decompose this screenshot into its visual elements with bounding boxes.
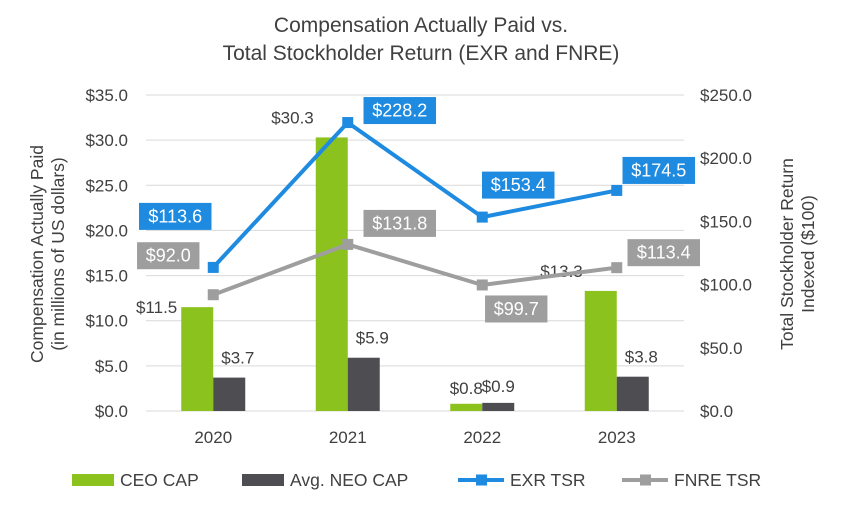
line-label-fnre-tsr-box: [627, 239, 700, 267]
marker-exr-tsr: [207, 261, 219, 273]
line-label-exr-tsr-box: [482, 171, 555, 199]
line-label-fnre-tsr: $99.7: [494, 299, 539, 319]
left-axis-ticks: $0.0 $5.0 $10.0 $15.0 $20.0 $25.0 $30.0 $35.0: [85, 86, 128, 421]
right-axis-title-line1: Total Stockholder Return: [777, 158, 797, 350]
bar-label-neo-cap: $3.8: [625, 348, 658, 367]
right-tick-label: $200.0: [700, 149, 752, 168]
marker-fnre-tsr: [207, 289, 219, 301]
right-axis-title-line2: Indexed ($100): [798, 195, 818, 313]
marker-exr-tsr: [342, 117, 354, 129]
legend-fnre-tsr-swatch-marker: [640, 474, 651, 486]
marker-exr-tsr: [611, 184, 623, 196]
bar-ceo-cap: [181, 307, 214, 411]
bar-ceo-cap: [584, 290, 617, 411]
left-tick-label: $30.0: [85, 131, 128, 150]
right-axis-title: Total Stockholder Return Indexed ($100): [777, 158, 818, 350]
line-label-fnre-tsr: $131.8: [372, 213, 427, 233]
bar-labels: $11.5$30.3$0.8$13.3$3.7$5.9$0.9$3.8: [136, 108, 658, 397]
legend-fnre-tsr-label: FNRE TSR: [674, 470, 761, 490]
left-axis-title: Compensation Actually Paid (in millions …: [27, 145, 68, 363]
bar-neo-cap: [213, 377, 246, 411]
bar-label-neo-cap: $0.9: [482, 377, 515, 396]
line-label-exr-tsr: $174.5: [631, 160, 686, 180]
legend-exr-tsr-swatch-marker: [476, 474, 487, 486]
line-label-exr-tsr: $153.4: [491, 175, 546, 195]
legend-ceo-cap-label: CEO CAP: [120, 470, 199, 490]
line-label-exr-tsr-box: [139, 202, 212, 230]
x-axis-ticks: 2020 2021 2022 2023: [194, 428, 635, 447]
bars: [181, 137, 649, 412]
bar-ceo-cap: [315, 137, 348, 412]
legend-neo-cap-label: Avg. NEO CAP: [290, 470, 408, 490]
bar-label-ceo-cap: $0.8: [450, 379, 483, 398]
bar-label-ceo-cap: $11.5: [136, 298, 177, 317]
x-tick-label: 2022: [463, 428, 501, 447]
line-exr-tsr: [211, 120, 618, 269]
left-axis-title-line2: (in millions of US dollars): [48, 157, 68, 351]
x-tick-label: 2023: [598, 428, 636, 447]
right-axis-ticks: $0.0 $50.0 $100.0 $150.0 $200.0 $250.0: [700, 86, 752, 421]
left-tick-label: $20.0: [85, 221, 128, 240]
bar-ceo-cap: [450, 403, 483, 411]
lines: [207, 117, 623, 301]
line-labels: $113.6 $228.2 $153.4 $174.5 $92.0 $131.8 $99.7…: [137, 97, 700, 323]
line-fnre-tsr: [212, 242, 618, 297]
marker-fnre-tsr: [611, 262, 623, 274]
line-label-fnre-tsr: $113.4: [637, 243, 691, 263]
marker-exr-tsr: [476, 211, 488, 223]
left-axis-title-line1: Compensation Actually Paid: [27, 145, 47, 363]
line-label-fnre-tsr: $92.0: [146, 246, 191, 266]
left-tick-label: $0.0: [95, 402, 128, 421]
line-label-exr-tsr-box: [622, 156, 695, 184]
line-label-exr-tsr-box: [363, 97, 436, 125]
legend: CEO CAP Avg. NEO CAP EXR TSR FNRE TSR: [72, 470, 761, 490]
line-label-exr-tsr: $113.6: [148, 206, 202, 226]
legend-exr-tsr-label: EXR TSR: [510, 470, 586, 490]
left-tick-label: $5.0: [95, 357, 128, 376]
x-tick-label: 2020: [194, 428, 232, 447]
right-tick-label: $100.0: [700, 276, 752, 295]
left-tick-label: $35.0: [85, 86, 128, 105]
line-label-fnre-tsr-box: [137, 242, 200, 270]
left-tick-label: $25.0: [85, 176, 128, 195]
bar-label-neo-cap: $3.7: [221, 349, 254, 368]
left-tick-label: $10.0: [85, 312, 128, 331]
left-tick-label: $15.0: [85, 267, 128, 286]
chart-title-line2: Total Stockholder Return (EXR and FNRE): [223, 42, 620, 65]
bar-neo-cap: [347, 357, 380, 411]
legend-ceo-cap-swatch: [72, 474, 114, 486]
right-tick-label: $150.0: [700, 212, 752, 231]
right-tick-label: $50.0: [700, 339, 743, 358]
marker-fnre-tsr: [476, 279, 488, 291]
bar-label-ceo-cap: $30.3: [271, 108, 314, 127]
legend-neo-cap-swatch: [242, 474, 284, 486]
chart-title-line1: Compensation Actually Paid vs.: [274, 14, 568, 37]
bar-neo-cap: [616, 376, 649, 411]
marker-fnre-tsr: [342, 238, 354, 250]
right-tick-label: $250.0: [700, 86, 752, 105]
bar-label-neo-cap: $5.9: [356, 329, 389, 348]
x-tick-label: 2021: [329, 428, 367, 447]
line-label-fnre-tsr-box: [485, 295, 548, 323]
line-label-exr-tsr: $228.2: [372, 101, 427, 121]
bar-neo-cap: [482, 402, 515, 411]
line-label-fnre-tsr-box: [363, 209, 436, 237]
right-tick-label: $0.0: [700, 402, 733, 421]
